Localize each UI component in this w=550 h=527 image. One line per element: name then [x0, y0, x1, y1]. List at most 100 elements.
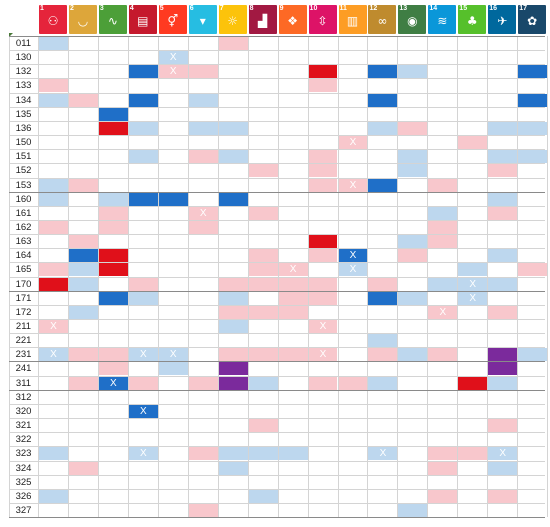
matrix-cell — [488, 461, 518, 475]
matrix-cell — [128, 376, 158, 390]
table-row: 322 — [9, 432, 545, 447]
row-code-label: 327 — [15, 504, 32, 516]
grid-row-line — [9, 205, 545, 207]
table-row: 133 — [9, 78, 545, 93]
matrix-cell — [308, 164, 338, 178]
matrix-cell — [428, 277, 458, 291]
city-icon: ▥ — [346, 14, 359, 28]
corner-marker — [9, 33, 13, 37]
matrix-cell — [278, 348, 308, 362]
matrix-cell — [68, 178, 98, 192]
table-row: 150 X — [9, 135, 545, 150]
matrix-cell — [398, 348, 428, 362]
matrix-cell — [188, 447, 218, 461]
sdg-goal-4-book-icon: 4 ▤ — [128, 5, 157, 34]
table-row: 324 — [9, 461, 545, 476]
row-code-label: 151 — [15, 151, 32, 163]
table-row: 161 X — [9, 206, 545, 221]
matrix-cell — [248, 489, 278, 503]
matrix-cell: X — [308, 320, 338, 333]
matrix-cell — [98, 249, 128, 263]
matrix-cell — [188, 121, 218, 135]
row-code-label: 324 — [15, 462, 32, 474]
matrix-cell — [39, 37, 68, 50]
matrix-cell — [68, 461, 98, 475]
matrix-cell: X — [128, 447, 158, 461]
matrix-cell: X — [338, 263, 368, 277]
matrix-cell — [368, 291, 398, 305]
row-code-label: 312 — [15, 391, 32, 403]
row-code-label: 241 — [15, 363, 32, 375]
grid-row-line — [9, 446, 545, 448]
grid-row-line — [9, 488, 545, 490]
sdg-goal-number: 13 — [399, 5, 408, 12]
sdg-goal-2-bowl-icon: 2 ◡ — [68, 5, 97, 34]
matrix-cell — [218, 121, 248, 135]
matrix-cell — [218, 305, 248, 319]
grid-row-line — [9, 474, 545, 476]
matrix-cell — [488, 419, 518, 433]
matrix-cell — [218, 461, 248, 475]
matrix-cell — [98, 121, 128, 135]
matrix-cell: X — [338, 136, 368, 150]
sdg-goal-number: 3 — [99, 5, 104, 12]
table-row: 136 — [9, 121, 548, 136]
matrix-cell: X — [458, 277, 488, 291]
row-code-label: 136 — [15, 122, 32, 134]
matrix-cell — [368, 65, 398, 79]
sdg-goal-number: 14 — [429, 5, 438, 12]
matrix-cell: X — [428, 305, 458, 319]
matrix-cell — [128, 291, 158, 305]
matrix-cell — [68, 277, 98, 291]
sdg-goal-header: 1 ⚇ 2 ◡ 3 ∿ 4 ▤ 5 ⚥ 6 ▾ 7 ☼ 8 ▟ 9 ❖ 10 ⇳ 11 ▥ 12 ∞ 13 ◉ 14 ≋ 15 ♣ 16 ✈ 1… — [9, 5, 547, 36]
matrix-cell — [488, 249, 518, 263]
matrix-cell — [428, 348, 458, 362]
sdg-goal-8-growth-chart-icon: 8 ▟ — [248, 5, 277, 34]
matrix-cell — [458, 263, 488, 277]
grid-row-line — [9, 361, 545, 363]
matrix-cell — [488, 489, 518, 503]
matrix-cell — [39, 277, 68, 291]
matrix-cell — [428, 178, 458, 192]
matrix-cell — [488, 376, 518, 390]
matrix-cell — [39, 192, 68, 206]
table-row: 311 X — [9, 376, 545, 391]
matrix-cell — [488, 192, 518, 206]
row-code-label: 160 — [15, 193, 32, 205]
row-code-label: 321 — [15, 420, 32, 432]
row-code-label: 150 — [15, 137, 32, 149]
book-icon: ▤ — [137, 14, 149, 28]
grid-row-line — [9, 64, 545, 66]
sdg-goal-7-sun-icon: 7 ☼ — [218, 5, 247, 34]
matrix-cell — [128, 277, 158, 291]
matrix-cell — [518, 348, 548, 362]
matrix-cell: X — [278, 263, 308, 277]
sdg-goal-number: 7 — [219, 5, 224, 12]
row-code-label: 172 — [15, 306, 32, 318]
water-drop-icon: ▾ — [199, 14, 206, 28]
grid-row-line — [9, 262, 545, 264]
grid-column-line — [547, 36, 549, 518]
grid-row-line — [9, 219, 545, 221]
sdg-goal-3-heartbeat-icon: 3 ∿ — [98, 5, 127, 34]
grid-row-line — [9, 432, 545, 434]
matrix-cell — [248, 419, 278, 433]
matrix-cell: X — [158, 65, 188, 79]
sdg-goal-number: 12 — [369, 5, 378, 12]
people-icon: ⚇ — [47, 14, 59, 28]
grid-row-line — [9, 36, 545, 37]
matrix-cell — [158, 192, 188, 206]
matrix-cell — [98, 206, 128, 220]
matrix-cell: X — [158, 51, 188, 65]
grid-row-line — [9, 389, 545, 391]
matrix-cell — [39, 263, 68, 277]
sdg-matrix-table: 1 ⚇ 2 ◡ 3 ∿ 4 ▤ 5 ⚥ 6 ▾ 7 ☼ 8 ▟ 9 ❖ 10 ⇳ 11 ▥ 12 ∞ 13 ◉ 14 ≋ 15 ♣ 16 ✈ 1… — [9, 5, 549, 519]
matrix-cell — [398, 235, 428, 249]
table-row: 132 X — [9, 64, 548, 79]
matrix-cell — [488, 121, 518, 135]
grid-row-line — [9, 290, 545, 292]
matrix-cell — [518, 150, 548, 164]
row-code-label: 211 — [15, 321, 32, 332]
row-code-label: 171 — [15, 292, 32, 304]
matrix-cell — [398, 249, 428, 263]
